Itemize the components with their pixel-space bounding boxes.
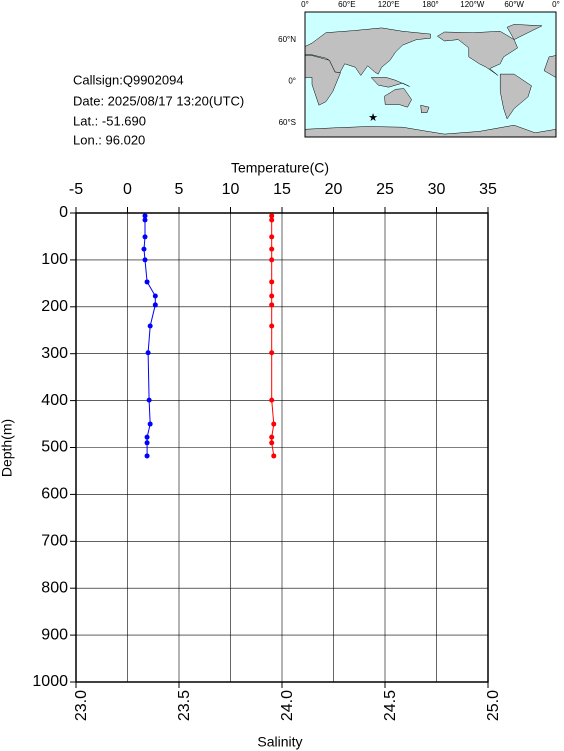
x2-tick-label: 24.5	[382, 690, 399, 721]
profile-point	[144, 279, 150, 285]
y-tick-label: 900	[41, 626, 68, 643]
map-lon-label: 120°W	[460, 0, 485, 9]
profile-point	[269, 350, 275, 356]
info-line: Lon.: 96.020	[73, 132, 145, 147]
y-tick-label: 1000	[32, 673, 68, 690]
profile-point	[269, 279, 275, 285]
profile-point	[152, 302, 158, 308]
profile-point	[269, 257, 275, 263]
profile-point	[142, 257, 148, 263]
land	[436, 31, 518, 76]
x-tick-label: 20	[325, 181, 343, 198]
profile-point	[269, 434, 275, 440]
profile-point	[147, 323, 153, 329]
info-line: Callsign:Q9902094	[73, 72, 184, 87]
y-tick-label: 700	[41, 533, 68, 550]
x2-tick-label: 23.0	[73, 690, 90, 721]
profile-point	[146, 397, 152, 403]
profile-point	[269, 213, 275, 219]
profile-point	[144, 434, 150, 440]
x-tick-label: 0	[123, 181, 132, 198]
profile-point	[271, 421, 277, 427]
map-lon-label: 60°E	[338, 0, 355, 9]
profile-point	[145, 350, 151, 356]
y-tick-label: 100	[41, 251, 68, 268]
x-tick-label: 15	[273, 181, 291, 198]
map-lon-label: 60°W	[504, 0, 524, 9]
profile-point	[142, 217, 148, 223]
y-tick-label: 400	[41, 392, 68, 409]
land	[506, 24, 543, 40]
profile-point	[142, 213, 148, 219]
y-tick-label: 300	[41, 345, 68, 362]
map-frame	[304, 11, 557, 138]
y-tick-label: 800	[41, 579, 68, 596]
land	[370, 77, 410, 88]
land	[384, 88, 412, 108]
x2-tick-label: 23.5	[176, 690, 193, 721]
profile-point	[144, 440, 150, 446]
x-tick-label: 5	[175, 181, 184, 198]
map-lat-label: 0°	[288, 77, 296, 86]
map-lat-label: 60°N	[278, 35, 296, 44]
profile-point	[269, 293, 275, 299]
y-tick-label: 200	[41, 298, 68, 315]
y-tick-label: 0	[59, 204, 68, 221]
profile-point	[269, 323, 275, 329]
profile-point	[269, 234, 275, 240]
profile-point	[269, 397, 275, 403]
profile-line	[143, 215, 156, 456]
profile-line	[271, 215, 275, 456]
map-lon-label: 120°E	[378, 0, 400, 9]
x2-axis-label: Salinity	[257, 734, 302, 750]
y-axis-label: Depth(m)	[0, 419, 15, 477]
profile-point	[269, 217, 275, 223]
map-lat-label: 60°S	[279, 118, 296, 127]
x-tick-label: 30	[428, 181, 446, 198]
map-lon-label: 180°	[422, 0, 439, 9]
info: Callsign:Q9902094 Date: 2025/08/17 13:20…	[73, 72, 244, 147]
land	[304, 55, 341, 106]
profile-point	[141, 246, 147, 252]
map: ★ 0° 60°E 120°E 180° 120°W 60°W 0° 60°N 0° 60°S	[278, 0, 560, 138]
profile-point	[269, 246, 275, 252]
info-line: Lat.: -51.690	[73, 113, 146, 128]
x-tick-label: 25	[376, 181, 394, 198]
x-tick-label: 10	[222, 181, 240, 198]
plot-frame	[75, 212, 489, 683]
map-lon-label: 0°	[552, 0, 560, 9]
profile-point	[147, 421, 153, 427]
land	[499, 73, 532, 120]
x-tick-label: -5	[69, 181, 83, 198]
x-tick-label: 35	[479, 181, 497, 198]
info-line: Date: 2025/08/17 13:20(UTC)	[73, 93, 244, 108]
profile-point	[152, 293, 158, 299]
x2-tick-label: 24.0	[279, 690, 296, 721]
y-tick-label: 500	[41, 439, 68, 456]
profile-point	[271, 453, 277, 459]
x2-tick-label: 25.0	[485, 690, 502, 721]
y-tick-label: 600	[41, 486, 68, 503]
x-axis-label: Temperature(C)	[231, 160, 329, 176]
profile-point	[269, 302, 275, 308]
land	[420, 104, 430, 113]
profile-point	[144, 453, 150, 459]
profile-point	[269, 440, 275, 446]
map-lon-label: 0°	[301, 0, 309, 9]
profile-point	[142, 234, 148, 240]
station-marker: ★	[368, 112, 378, 124]
